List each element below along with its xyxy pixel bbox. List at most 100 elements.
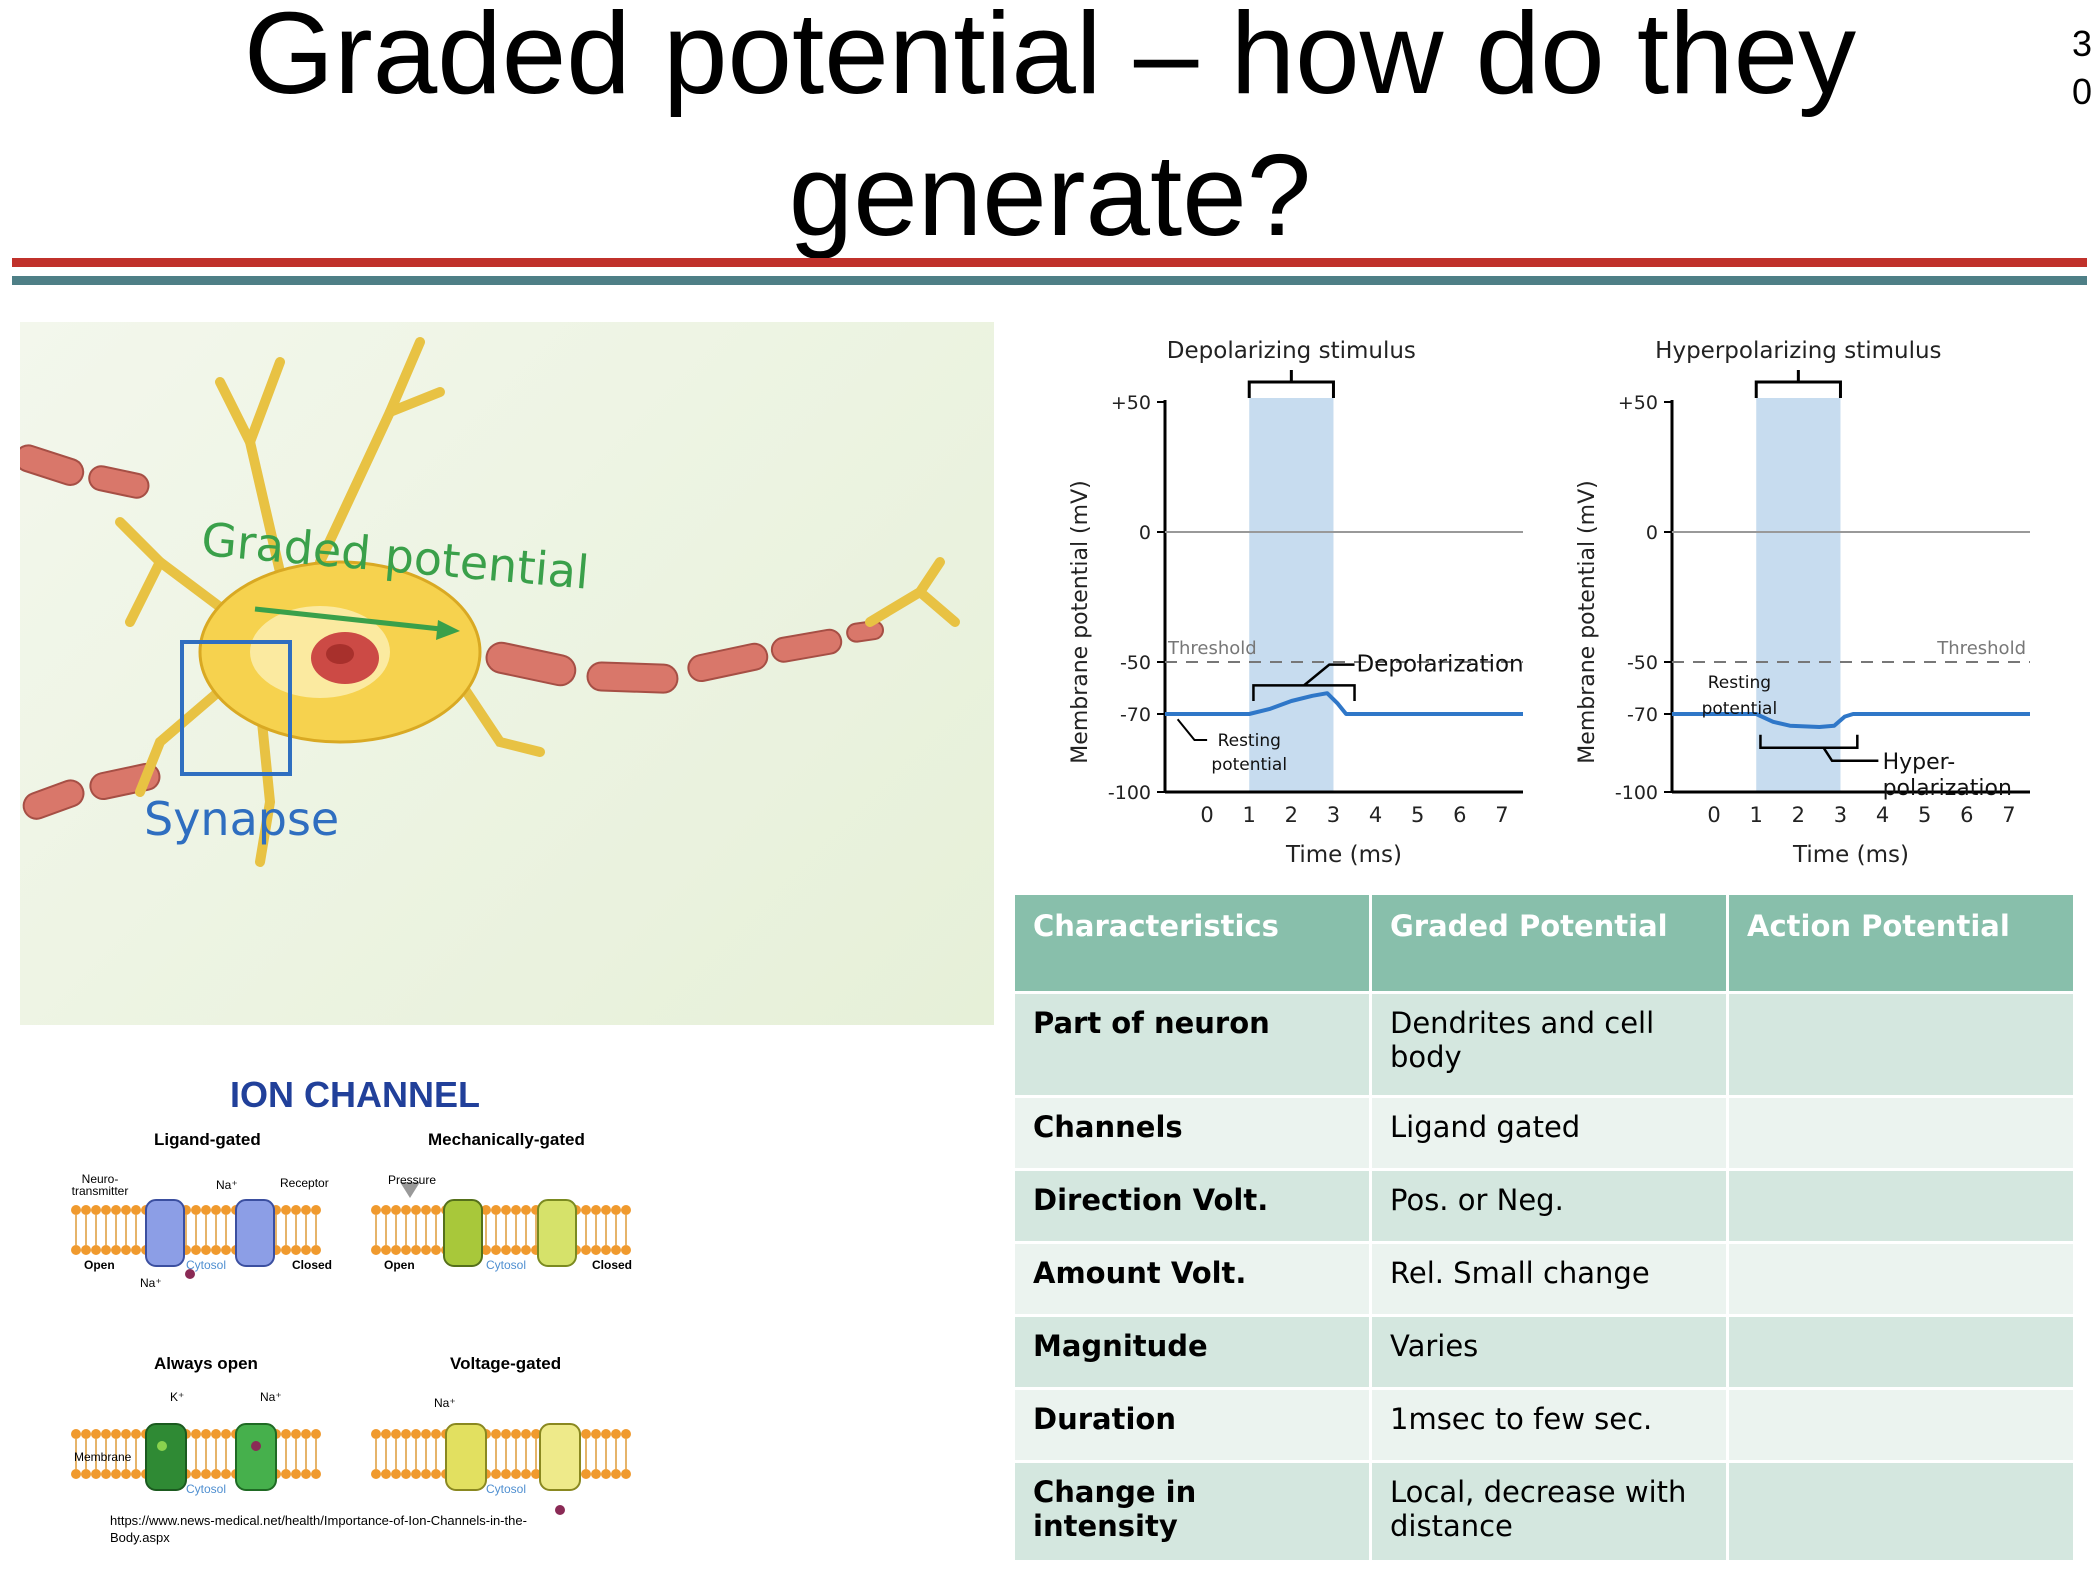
row-action-value xyxy=(1726,1168,2076,1244)
neuron-illustration: Graded potential Synapse xyxy=(20,322,994,1025)
depolarizing-y-tick-label: 0 xyxy=(1139,522,1151,544)
table-row: Magnitude Varies xyxy=(1012,1314,2076,1390)
table-row: Change in intensity Local, decrease with… xyxy=(1012,1460,2076,1563)
depolarizing-y-tick-label: -100 xyxy=(1108,782,1151,804)
closed-label: Closed xyxy=(292,1258,333,1272)
neurotransmitter-label: Neuro- transmitter xyxy=(71,1172,129,1198)
hyperpolarizing-x-tick-label: 5 xyxy=(1918,803,1931,827)
row-characteristic: Change in intensity xyxy=(1012,1460,1372,1563)
depolarizing-x-tick-label: 0 xyxy=(1200,803,1213,827)
depolarizing-x-tick-label: 3 xyxy=(1327,803,1340,827)
hyperpolarizing-x-tick-label: 1 xyxy=(1750,803,1763,827)
slide-number: 3 0 xyxy=(2071,23,2093,112)
mechanically-gated-label: Mechanically-gated xyxy=(428,1130,585,1149)
hyperpolarizing-series-line xyxy=(1672,712,2030,729)
row-graded-value: Ligand gated xyxy=(1369,1095,1729,1171)
cytosol-label: Cytosol xyxy=(186,1482,227,1496)
hyperpolarizing-chart-title: Hyperpolarizing stimulus xyxy=(1655,338,1941,364)
depolarizing-x-tick-label: 5 xyxy=(1411,803,1424,827)
row-characteristic: Part of neuron xyxy=(1012,991,1372,1098)
voltage-gated-label: Voltage-gated xyxy=(450,1354,562,1373)
table-row: Channels Ligand gated xyxy=(1012,1095,2076,1171)
depolarizing-event-label: Depolarization xyxy=(1357,652,1524,678)
depolarizing-x-tick-label: 1 xyxy=(1243,803,1256,827)
open-label: Open xyxy=(84,1258,115,1272)
hyperpolarizing-y-tick-label: +50 xyxy=(1618,392,1658,414)
hyperpolarizing-x-tick-label: 7 xyxy=(2002,803,2015,827)
hyperpolarizing-event-bracket xyxy=(1759,734,1879,763)
row-action-value xyxy=(1726,1460,2076,1563)
depolarizing-threshold-label: Threshold xyxy=(1167,638,1257,659)
depolarizing-resting-label-1: Resting xyxy=(1218,731,1281,751)
hyperpolarizing-stimulus-band xyxy=(1756,398,1841,792)
hyperpolarizing-threshold-label: Threshold xyxy=(1936,638,2026,659)
hyperpolarizing-x-tick-label: 4 xyxy=(1876,803,1889,827)
na-label: Na⁺ xyxy=(260,1390,282,1404)
depolarizing-stimulus-bracket xyxy=(1247,370,1335,398)
ligand-gated-label: Ligand-gated xyxy=(154,1130,261,1149)
title-divider-red xyxy=(12,258,2087,267)
row-characteristic: Duration xyxy=(1012,1387,1372,1463)
row-action-value xyxy=(1726,1241,2076,1317)
depolarizing-event-bracket xyxy=(1252,663,1356,701)
row-graded-value: 1msec to few sec. xyxy=(1369,1387,1729,1463)
row-graded-value: Local, decrease with distance xyxy=(1369,1460,1729,1563)
table-row: Direction Volt. Pos. or Neg. xyxy=(1012,1168,2076,1244)
row-graded-value: Dendrites and cell body xyxy=(1369,991,1729,1098)
closed-label: Closed xyxy=(592,1258,633,1272)
cytosol-label: Cytosol xyxy=(486,1258,527,1272)
k-label: K⁺ xyxy=(170,1390,185,1404)
row-characteristic: Magnitude xyxy=(1012,1314,1372,1390)
title-divider-teal xyxy=(12,276,2087,285)
open-label: Open xyxy=(384,1258,415,1272)
header-graded-potential: Graded Potential xyxy=(1369,892,1729,994)
hyperpolarizing-event-label-2: polarization xyxy=(1883,776,2012,801)
hyperpolarizing-y-tick-label: -70 xyxy=(1627,704,1658,726)
depolarizing-y-axis-label: Membrane potential (mV) xyxy=(1068,480,1093,763)
synapse-box xyxy=(180,640,292,776)
hyperpolarizing-y-tick-label: -50 xyxy=(1627,652,1658,674)
hyperpolarizing-x-tick-label: 6 xyxy=(1960,803,1973,827)
hyperpolarizing-x-tick-label: 0 xyxy=(1707,803,1720,827)
row-action-value xyxy=(1726,1314,2076,1390)
graphs-svg: Depolarizing stimulus +50 0 -50 -70 -100 0 1 2 3 4… xyxy=(1068,338,2030,868)
hyperpolarizing-x-axis-label: Time (ms) xyxy=(1792,842,1909,868)
depolarizing-x-tick-label: 6 xyxy=(1453,803,1466,827)
membrane-label: Membrane xyxy=(74,1450,132,1464)
na-label: Na⁺ xyxy=(216,1178,238,1192)
hyperpolarizing-resting-label-1: Resting xyxy=(1708,673,1771,693)
depolarizing-stimulus-band xyxy=(1249,398,1334,792)
hyperpolarizing-x-tick-label: 3 xyxy=(1834,803,1847,827)
row-graded-value: Rel. Small change xyxy=(1369,1241,1729,1317)
pressure-label: Pressure xyxy=(388,1173,437,1187)
row-action-value xyxy=(1726,1387,2076,1463)
hyperpolarizing-x-tick-label: 2 xyxy=(1792,803,1805,827)
row-characteristic: Channels xyxy=(1012,1095,1372,1171)
always-open-label: Always open xyxy=(154,1354,258,1373)
depolarizing-x-tick-label: 4 xyxy=(1369,803,1382,827)
ion-channel-drawing xyxy=(71,1182,631,1515)
ion-channel-figure: ION CHANNEL Ligand-gated Mechanically-ga… xyxy=(70,1070,650,1550)
hyperpolarizing-y-axis-label: Membrane potential (mV) xyxy=(1575,480,1600,763)
depolarizing-x-tick-label: 7 xyxy=(1495,803,1508,827)
table-row: Amount Volt. Rel. Small change xyxy=(1012,1241,2076,1317)
depolarizing-y-tick-label: -50 xyxy=(1120,652,1151,674)
na-label: Na⁺ xyxy=(140,1276,162,1290)
depolarizing-resting-pointer xyxy=(1176,718,1208,741)
receptor-label: Receptor xyxy=(280,1176,329,1190)
row-characteristic: Direction Volt. xyxy=(1012,1168,1372,1244)
cytosol-label: Cytosol xyxy=(186,1258,227,1272)
depolarizing-x-tick-label: 2 xyxy=(1285,803,1298,827)
depolarizing-y-tick-label: -70 xyxy=(1120,704,1151,726)
depolarizing-chart-title: Depolarizing stimulus xyxy=(1167,338,1416,364)
ion-channel-title: ION CHANNEL xyxy=(230,1074,480,1115)
na-label: Na⁺ xyxy=(434,1396,456,1410)
row-graded-value: Pos. or Neg. xyxy=(1369,1168,1729,1244)
depolarizing-resting-label-2: potential xyxy=(1211,755,1287,775)
depolarizing-x-axis-label: Time (ms) xyxy=(1285,842,1402,868)
table-row: Duration 1msec to few sec. xyxy=(1012,1387,2076,1463)
comparison-table: Characteristics Graded Potential Action … xyxy=(1012,892,2076,1563)
neuron-drawing xyxy=(20,337,960,867)
hyperpolarizing-y-tick-label: 0 xyxy=(1646,522,1658,544)
hyperpolarizing-resting-label-2: potential xyxy=(1702,699,1778,719)
